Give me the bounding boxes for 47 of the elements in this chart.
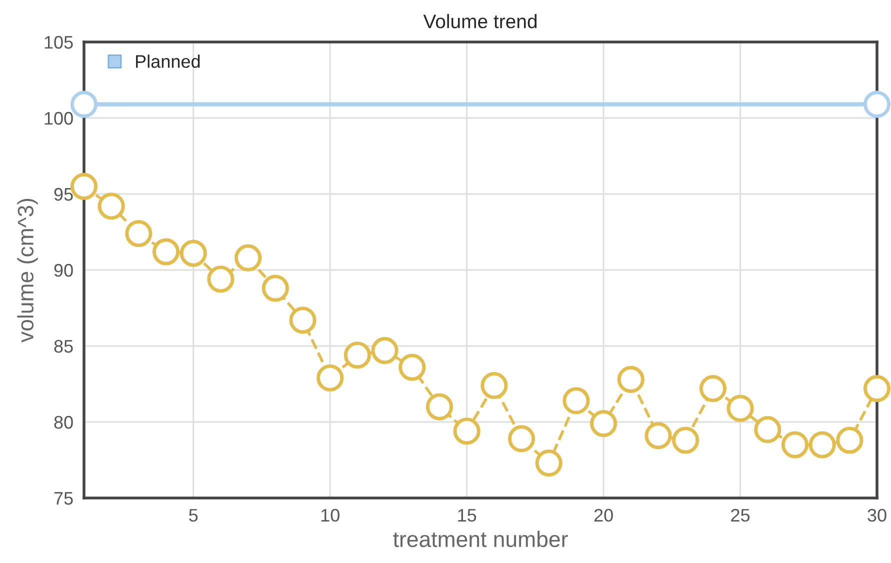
point: [480, 372, 508, 400]
y-axis-title: volume (cm^3): [17, 198, 38, 342]
point: [644, 422, 672, 450]
x-tick-label: 10: [321, 508, 340, 522]
point: [726, 394, 754, 422]
point: [207, 266, 234, 293]
y-tick-label: 75: [54, 492, 73, 505]
point: [535, 450, 562, 477]
x-tick-label: 15: [458, 509, 476, 522]
point: [672, 426, 700, 454]
x-tick-label: 5: [189, 509, 198, 522]
chart-title: Volume trend: [423, 14, 537, 28]
point: [590, 410, 618, 438]
point: [426, 393, 454, 420]
point: [371, 337, 398, 364]
legend-label: Planned: [136, 54, 200, 68]
x-axis-title: treatment number: [393, 530, 568, 548]
point: [508, 425, 536, 452]
point: [781, 431, 809, 458]
point: [808, 431, 836, 458]
y-tick-label: 90: [54, 264, 73, 277]
point: [754, 416, 782, 444]
point: [562, 387, 590, 414]
point: [152, 238, 180, 266]
point: [234, 244, 262, 272]
point: [180, 240, 207, 267]
y-tick-label: 95: [54, 188, 73, 201]
point: [863, 375, 891, 402]
y-tick-label: 85: [54, 340, 73, 353]
point: [316, 364, 344, 392]
point: [125, 220, 152, 248]
point: [344, 342, 371, 369]
y-tick-label: 100: [44, 112, 73, 125]
point: [863, 90, 891, 118]
point: [617, 366, 644, 393]
point: [398, 354, 426, 381]
x-tick-label: 30: [868, 508, 886, 522]
y-tick-label: 80: [54, 416, 73, 429]
point: [98, 192, 125, 220]
point: [453, 418, 480, 445]
point: [289, 306, 316, 334]
x-tick-label: 25: [731, 508, 750, 522]
x-tick-label: 20: [594, 508, 613, 522]
y-tick-label: 105: [44, 36, 73, 49]
point: [262, 274, 289, 302]
point: [836, 426, 864, 454]
point: [699, 375, 726, 402]
